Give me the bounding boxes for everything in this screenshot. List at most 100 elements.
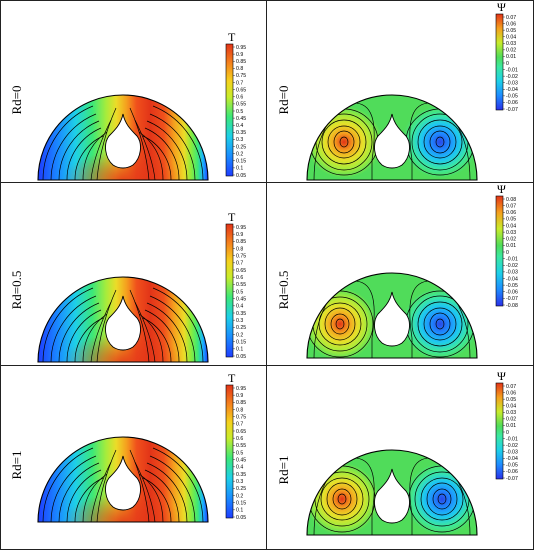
colorbar-tick-label: -0.02 — [506, 443, 518, 449]
enclosure-outline-stream-rd1 — [306, 449, 478, 536]
enclosure-outline-rd1 — [37, 436, 209, 523]
colorbar-tick-label: 0.06 — [506, 210, 516, 216]
colorbar-tick-label: 0.55 — [236, 443, 246, 449]
colorbar-tick-label: 0.02 — [506, 417, 516, 423]
row-label-stream-rd05: Rd=0.5 — [276, 271, 291, 310]
colorbar-tick-label: -0.03 — [506, 270, 518, 276]
heated-obstacle-stream-rd1 — [374, 468, 410, 524]
colorbar-title-stream-rd1: Ψ — [497, 369, 506, 383]
colorbar-tick-label: 0.95 — [236, 45, 246, 51]
row-label-temperature-rd0: Rd=0 — [9, 85, 24, 114]
colorbar-tick-label: 0.8 — [236, 407, 243, 413]
colorbar-tick-label: 0 — [506, 250, 509, 256]
stream-colorbar-rd1: Ψ 0.070.060.050.040.030.020.010-0.01-0.0… — [495, 369, 518, 482]
colorbar-title-temperature-rd05: T — [228, 210, 236, 224]
colorbar-tick-label: -0.05 — [506, 463, 518, 469]
colorbar-tick-label: -0.02 — [506, 263, 518, 269]
colorbar-tick-label: 0.04 — [506, 35, 516, 41]
colorbar-tick-label: 0.01 — [506, 243, 516, 249]
temperature-plot-rd1 — [37, 436, 209, 523]
colorbar-title-temperature-rd0: T — [228, 30, 236, 44]
colorbar-tick-label: 0.4 — [236, 304, 243, 310]
colorbar-tick-label: -0.03 — [506, 81, 518, 87]
colorbar-tick-label: 0.03 — [506, 410, 516, 416]
colorbar-tick-label: -0.06 — [506, 469, 518, 475]
colorbar-tick-label: 0.2 — [236, 332, 243, 338]
stream-plot-rd05 — [306, 272, 478, 359]
colorbar-tick-label: 0.1 — [236, 166, 243, 172]
isotherms-rd0 — [42, 105, 204, 180]
stream-colorbar-rd05: Ψ 0.080.070.060.050.040.030.020.010-0.01… — [495, 182, 518, 309]
colorbar-tick-label: 0.3 — [236, 479, 243, 485]
colorbar-tick-label: 0.15 — [236, 339, 246, 345]
enclosure-outline-stream-rd0 — [306, 94, 478, 181]
colorbar-tick-label: -0.07 — [506, 296, 518, 302]
colorbar-tick-label: -0.07 — [506, 107, 518, 113]
stream-plot-rd0 — [306, 94, 478, 181]
colorbar-tick-label: 0.05 — [506, 28, 516, 34]
colorbar-tick-label: 0.55 — [236, 282, 246, 288]
colorbar-title-temperature-rd1: T — [228, 371, 236, 385]
stream-colorbar-rd0: Ψ 0.070.060.050.040.030.020.010-0.01-0.0… — [495, 0, 518, 113]
colorbar-tick-label: 0.9 — [236, 52, 243, 58]
row-label-temperature-rd05: Rd=0.5 — [9, 271, 24, 310]
colorbar-tick-label: -0.01 — [506, 436, 518, 442]
temperature-plot-rd05 — [37, 276, 209, 363]
colorbar-tick-label: 0.07 — [506, 203, 516, 209]
colorbar-tick-label: 0.4 — [236, 465, 243, 471]
colorbar-tick-label: -0.05 — [506, 94, 518, 100]
colorbar-tick-label: 0.03 — [506, 41, 516, 47]
row-rd1: Rd=1 T 0.950.90.850.80.75 0.7 0 — [9, 369, 518, 536]
colorbar-tick-label: 0.7 — [236, 80, 243, 86]
colorbar-tick-label: 0.75 — [236, 73, 246, 79]
colorbar-tick-label: 0.01 — [506, 54, 516, 60]
colorbar-tick-label: 0.2 — [236, 151, 243, 157]
colorbar-tick-label: 0.7 — [236, 422, 243, 428]
colorbar-tick-label: -0.01 — [506, 256, 518, 262]
colorbar-tick-label: 0.8 — [236, 66, 243, 72]
colorbar-tick-label: 0.04 — [506, 223, 516, 229]
colorbar-tick-label: 0.65 — [236, 268, 246, 274]
colorbar-tick-label: 0.05 — [236, 515, 246, 521]
colorbar-tick-label: 0.5 — [236, 450, 243, 456]
colorbar-tick-label: -0.08 — [506, 303, 518, 309]
heated-obstacle-rd0 — [105, 113, 141, 169]
colorbar-tick-label: 0.06 — [506, 21, 516, 27]
colorbar-tick-label: 0.15 — [236, 500, 246, 506]
colorbar-tick-label: 0.95 — [236, 225, 246, 231]
colorbar-tick-label: 0.07 — [506, 384, 516, 390]
enclosure-outline-stream-rd05 — [306, 272, 478, 359]
colorbar-title-stream-rd05: Ψ — [497, 182, 506, 196]
colorbar-tick-label: 0 — [506, 430, 509, 436]
colorbar-tick-label: 0.85 — [236, 59, 246, 65]
stream-plot-rd1 — [306, 449, 478, 536]
colorbar-tick-label: 0.75 — [236, 253, 246, 259]
enclosure-outline-rd0 — [37, 94, 209, 181]
heated-obstacle-rd1 — [105, 455, 141, 511]
colorbar-tick-label: 0.55 — [236, 102, 246, 108]
colorbar-tick-label: -0.07 — [506, 476, 518, 482]
colorbar-tick-label: 0.08 — [506, 197, 516, 203]
colorbar-tick-label: 0.85 — [236, 400, 246, 406]
colorbar-tick-label: 0.45 — [236, 457, 246, 463]
colorbar-tick-label: 0.4 — [236, 123, 243, 129]
colorbar-tick-label: 0.05 — [236, 354, 246, 360]
colorbar-tick-label: 0.5 — [236, 289, 243, 295]
colorbar-tick-label: -0.06 — [506, 100, 518, 106]
temperature-colorbar-rd1: T 0.950.90.850.80.750.70.650.60.550.50.4… — [225, 371, 246, 521]
colorbar-tick-label: 0.6 — [236, 275, 243, 281]
isotherms-rd1 — [42, 447, 204, 522]
temperature-colorbar-rd05: T 0.950.90.850.80.750.70.650.60.550.50.4… — [225, 210, 246, 360]
colorbar-tick-label: 0.05 — [506, 397, 516, 403]
colorbar-tick-label: -0.01 — [506, 67, 518, 73]
colorbar-tick-label: 0.01 — [506, 423, 516, 429]
colorbar-tick-label: 0.75 — [236, 414, 246, 420]
colorbar-tick-label: 0.02 — [506, 237, 516, 243]
colorbar-tick-label: 0.8 — [236, 246, 243, 252]
colorbar-tick-label: 0.1 — [236, 508, 243, 514]
temperature-colorbar-rd0: T 0.950.90.850.80.750.70.650.60.550.50.4… — [225, 30, 246, 179]
row-rd05: Rd=0.5 T 0.950.90.850.80.750. — [9, 182, 518, 363]
colorbar-tick-label: 0.05 — [236, 173, 246, 179]
row-label-stream-rd0: Rd=0 — [276, 85, 291, 114]
